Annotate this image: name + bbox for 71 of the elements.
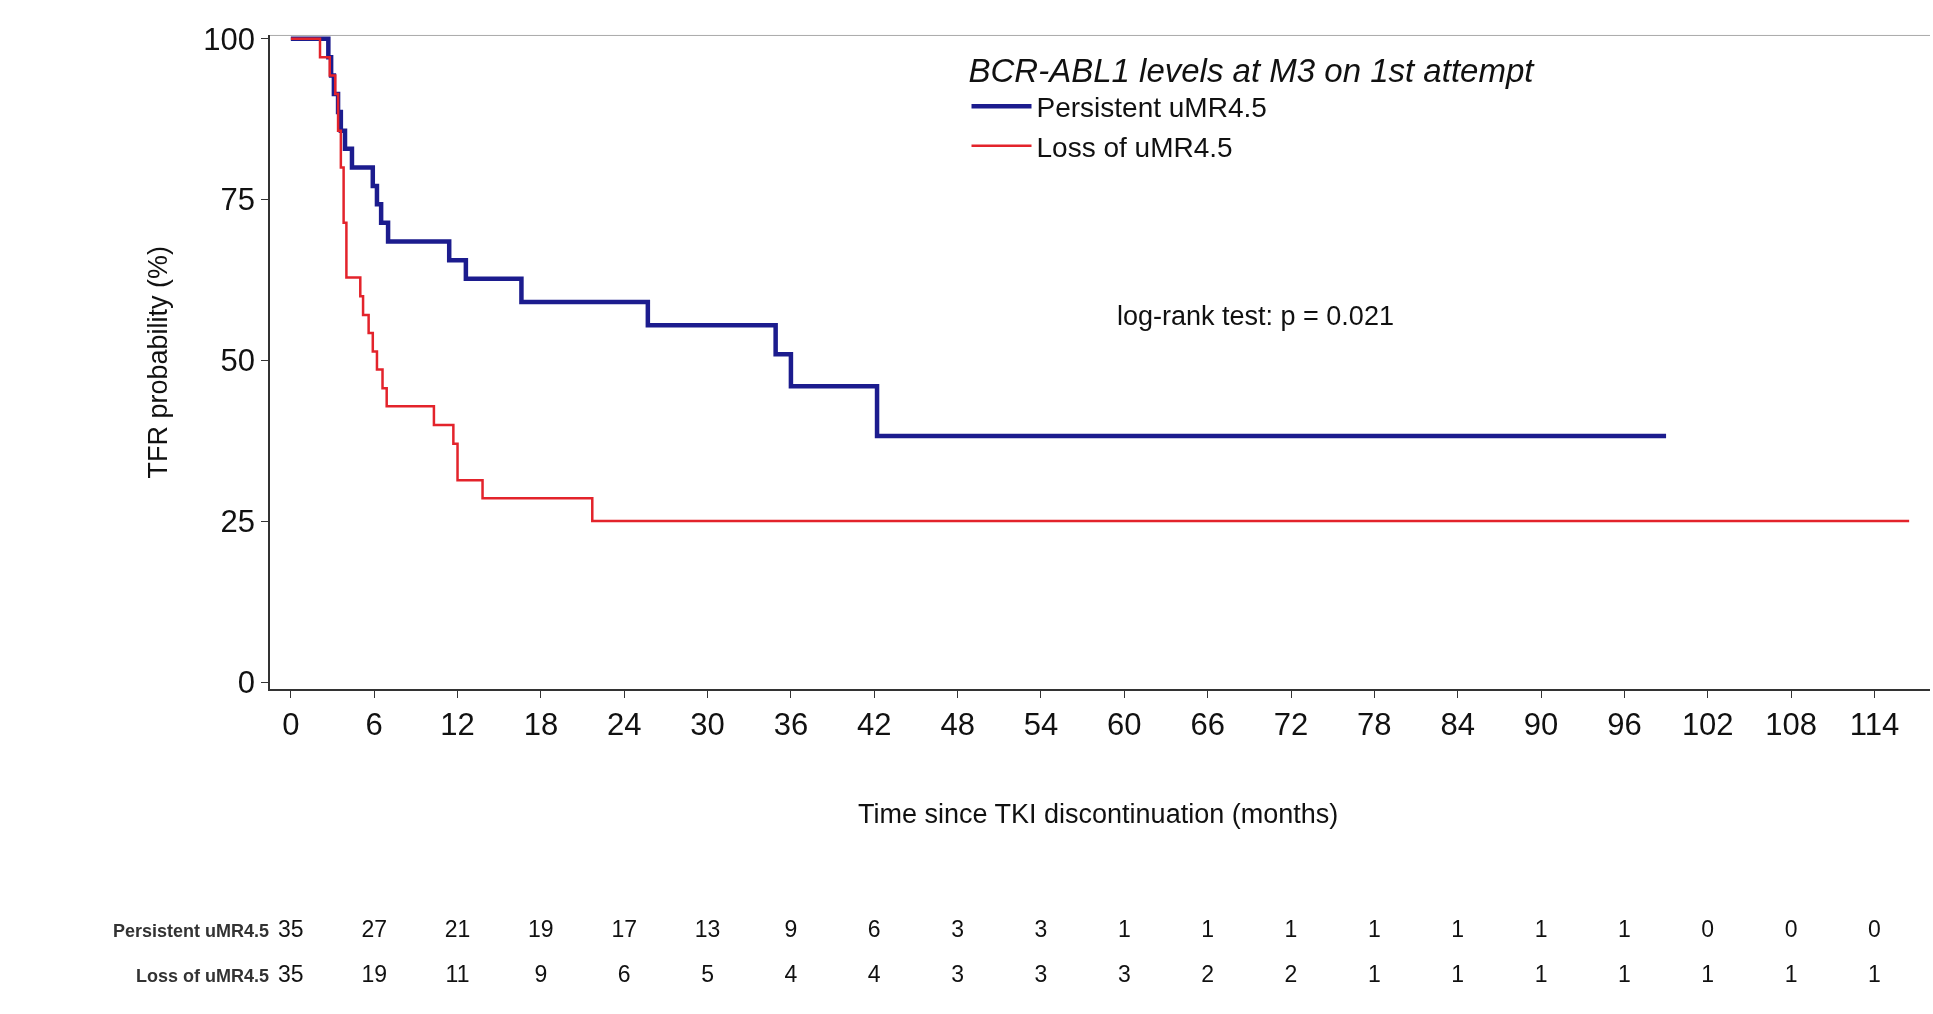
x-tick-label: 0 (282, 706, 300, 742)
data-label: 5 (701, 960, 714, 987)
y-tick-label: 25 (220, 504, 256, 540)
data-label: 35 (278, 960, 304, 987)
data-label: 1 (1701, 960, 1715, 987)
x-tick-label: 48 (940, 706, 975, 742)
data-label: 3 (951, 960, 965, 987)
data-label: 1 (1784, 960, 1798, 987)
annotation: log-rank test: p = 0.021 (1117, 301, 1394, 331)
x-axis-title: Time since TKI discontinuation (months) (858, 799, 1339, 829)
data-label: 1 (1284, 915, 1298, 942)
data-label: 1 (1617, 960, 1631, 987)
data-label: 3 (1034, 915, 1048, 942)
data-label: 0 (1868, 915, 1881, 942)
data-label: 3 (951, 915, 965, 942)
legend-label: Loss of uMR4.5 (1036, 131, 1233, 163)
data-label: 19 (361, 960, 387, 987)
data-label: 4 (867, 960, 881, 987)
data-label: 6 (867, 915, 881, 942)
data-label: 21 (444, 915, 471, 942)
x-tick-label: 114 (1849, 706, 1900, 742)
legend-label: Persistent uMR4.5 (1036, 92, 1267, 124)
x-tick-label: 90 (1523, 706, 1559, 742)
y-tick-label: 50 (220, 343, 256, 379)
data-label: 6 (617, 960, 631, 987)
x-tick-label: 36 (773, 706, 809, 742)
x-tick-label: 24 (606, 706, 642, 742)
data-label: 3 (1034, 960, 1048, 987)
x-tick-label: 42 (857, 706, 892, 742)
data-label: 3 (1117, 960, 1131, 987)
x-tick-label: 6 (365, 706, 383, 742)
data-label: 11 (445, 960, 470, 987)
y-tick-label: 75 (220, 182, 256, 218)
data-label: 1 (1451, 915, 1465, 942)
x-tick-label: 108 (1765, 706, 1817, 742)
data-label: 17 (611, 915, 638, 942)
data-label: 2 (1201, 960, 1215, 987)
x-tick-label: 12 (440, 706, 475, 742)
data-label: 1 (1201, 915, 1215, 942)
legend-title: BCR-ABL1 levels at M3 on 1st attempt (968, 51, 1536, 89)
data-label: 35 (278, 915, 304, 942)
x-tick-label: 96 (1607, 706, 1642, 742)
data-label: 9 (534, 960, 548, 987)
data-label: 27 (361, 915, 387, 942)
x-tick-label: 18 (523, 706, 559, 742)
x-tick-label: 72 (1273, 706, 1309, 742)
y-tick-label: 0 (237, 665, 256, 701)
x-tick-label: 84 (1440, 706, 1475, 742)
y-tick-label: 100 (203, 21, 256, 57)
data-label: 9 (784, 915, 798, 942)
data-label: 0 (1701, 915, 1715, 942)
data-label: 1 (1367, 915, 1381, 942)
data-label: 13 (694, 915, 721, 942)
x-tick-label: 66 (1190, 706, 1225, 742)
data-label: 1 (1534, 960, 1548, 987)
data-label: 1 (1868, 960, 1881, 987)
data-label: 1 (1534, 915, 1548, 942)
data-label: 1 (1617, 915, 1631, 942)
x-tick-label: 102 (1681, 706, 1734, 742)
data-label: 1 (1117, 915, 1131, 942)
y-axis-title: TFR probability (%) (142, 245, 173, 479)
data-label: 1 (1367, 960, 1381, 987)
x-tick-label: 54 (1023, 706, 1059, 742)
x-tick-label: 60 (1107, 706, 1142, 742)
data-label: 0 (1784, 915, 1798, 942)
data-label: 1 (1451, 960, 1465, 987)
data-label: 4 (784, 960, 798, 987)
data-label: 2 (1284, 960, 1298, 987)
x-tick-label: 78 (1357, 706, 1392, 742)
data-label: 19 (528, 915, 554, 942)
x-tick-label: 30 (690, 706, 725, 742)
